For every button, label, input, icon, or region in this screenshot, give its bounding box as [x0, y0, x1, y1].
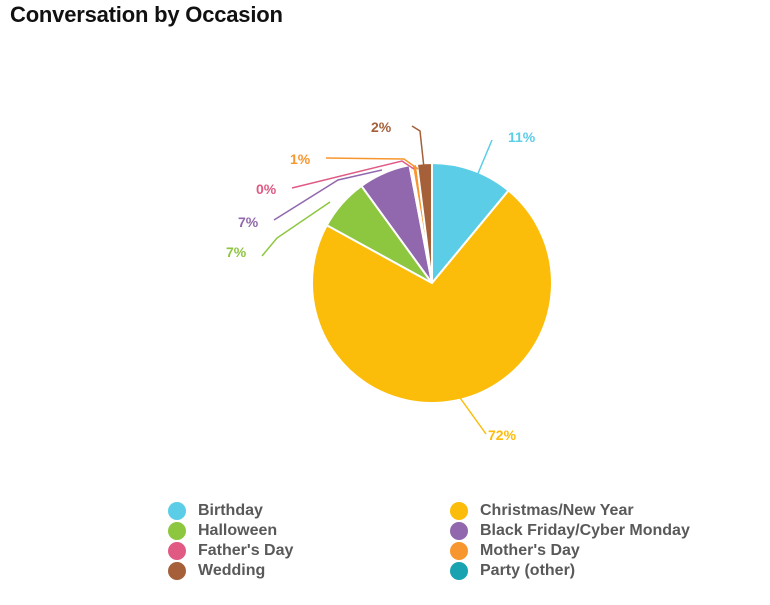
- leader-line: [291, 160, 415, 189]
- legend-swatch-icon: [168, 522, 186, 540]
- pie-slice-wedding: [415, 161, 433, 284]
- legend-swatch-icon: [450, 522, 468, 540]
- legend-item: Halloween: [168, 521, 450, 541]
- legend-label: Black Friday/Cyber Monday: [480, 522, 690, 539]
- legend-row: Wedding Party (other): [168, 561, 748, 581]
- legend-label: Father's Day: [198, 542, 294, 559]
- legend-swatch-icon: [450, 502, 468, 520]
- legend-label: Mother's Day: [480, 542, 580, 559]
- data-label: 2%: [371, 119, 392, 135]
- legend-label: Wedding: [198, 562, 266, 579]
- data-label: 1%: [290, 151, 311, 167]
- leader-line: [473, 139, 493, 184]
- leader-line: [261, 201, 331, 257]
- legend-item: Black Friday/Cyber Monday: [450, 521, 740, 541]
- leader-line: [273, 169, 383, 221]
- leader-line: [411, 125, 425, 169]
- pie-slice-christmas-new-year: [311, 189, 553, 404]
- legend-item: Father's Day: [168, 541, 450, 561]
- legend-swatch-icon: [168, 502, 186, 520]
- data-label: 7%: [226, 244, 247, 260]
- legend-item: Mother's Day: [450, 541, 740, 561]
- legend-swatch-icon: [450, 542, 468, 560]
- legend-row: Halloween Black Friday/Cyber Monday: [168, 521, 748, 541]
- pie-chart: 11% 72% 7% 7% 0% 1% 2%: [226, 119, 553, 443]
- legend-item: Wedding: [168, 561, 450, 581]
- data-label: 72%: [488, 427, 517, 443]
- data-label: 7%: [238, 214, 259, 230]
- legend-swatch-icon: [168, 562, 186, 580]
- chart-legend: Birthday Christmas/New Year Halloween Black…: [168, 501, 748, 581]
- legend-row: Father's Day Mother's Day: [168, 541, 748, 561]
- legend-label: Halloween: [198, 522, 278, 539]
- legend-label: Party (other): [480, 562, 576, 579]
- legend-item: Christmas/New Year: [450, 501, 740, 521]
- data-label: 11%: [508, 129, 536, 145]
- legend-label: Christmas/New Year: [480, 502, 634, 519]
- leader-line: [457, 394, 487, 435]
- legend-swatch-icon: [168, 542, 186, 560]
- legend-swatch-icon: [450, 562, 468, 580]
- legend-label: Birthday: [198, 502, 263, 519]
- legend-row: Birthday Christmas/New Year: [168, 501, 748, 521]
- data-label: 0%: [256, 181, 277, 197]
- pie-slices: [311, 161, 553, 404]
- chart-title: Conversation by Occasion: [10, 2, 283, 27]
- legend-item: Party (other): [450, 561, 740, 581]
- pie-slice-birthday: [431, 161, 510, 286]
- leader-line: [325, 157, 419, 170]
- legend-item: Birthday: [168, 501, 450, 521]
